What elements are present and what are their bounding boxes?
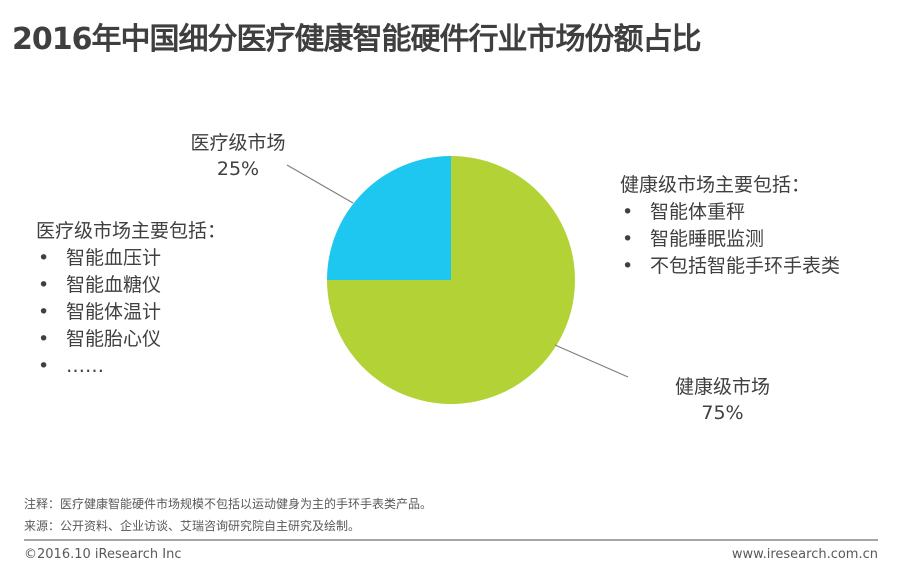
source-text: 来源：公开资料、企业访谈、艾瑞咨询研究院自主研究及绘制。 <box>24 519 361 533</box>
note-text: 注释：医疗健康智能硬件市场规模不包括以运动健身为主的手环手表类产品。 <box>24 497 433 511</box>
notes-section: 注释：医疗健康智能硬件市场规模不包括以运动健身为主的手环手表类产品。 来源：公开… <box>24 493 432 537</box>
health-slice-label: 健康级市场 75% <box>660 374 785 426</box>
medical-box-item: 智能体温计 <box>36 299 226 326</box>
health-box-item: 不包括智能手环手表类 <box>620 253 845 280</box>
health-market-box: 健康级市场主要包括： 智能体重秤 智能睡眠监测 不包括智能手环手表类 <box>620 172 860 280</box>
medical-slice-name: 医疗级市场 <box>190 132 286 154</box>
medical-market-box: 医疗级市场主要包括： 智能血压计 智能血糖仪 智能体温计 智能胎心仪 …… <box>36 218 226 380</box>
health-slice-name: 健康级市场 <box>674 376 770 398</box>
leader-line-medical <box>286 164 354 204</box>
medical-box-item: 智能血压计 <box>36 245 226 272</box>
medical-box-item: …… <box>36 353 226 380</box>
health-box-item: 智能体重秤 <box>620 199 860 226</box>
copyright: ©2016.10 iResearch Inc <box>24 547 182 562</box>
footer-divider <box>24 539 878 541</box>
website-link[interactable]: www.iresearch.com.cn <box>731 547 878 562</box>
chart-title: 2016年中国细分医疗健康智能硬件行业市场份额占比 <box>12 22 701 57</box>
health-box-heading: 健康级市场主要包括： <box>620 174 811 196</box>
health-slice-value: 75% <box>701 402 744 424</box>
pie-slice-medical <box>327 156 451 280</box>
medical-box-item: 智能血糖仪 <box>36 272 226 299</box>
medical-slice-value: 25% <box>216 158 260 180</box>
medical-slice-label: 医疗级市场 25% <box>178 130 298 182</box>
leader-line-health <box>554 344 629 378</box>
medical-box-heading: 医疗级市场主要包括： <box>36 220 227 242</box>
medical-box-item: 智能胎心仪 <box>36 326 226 353</box>
health-box-item: 智能睡眠监测 <box>620 226 860 253</box>
